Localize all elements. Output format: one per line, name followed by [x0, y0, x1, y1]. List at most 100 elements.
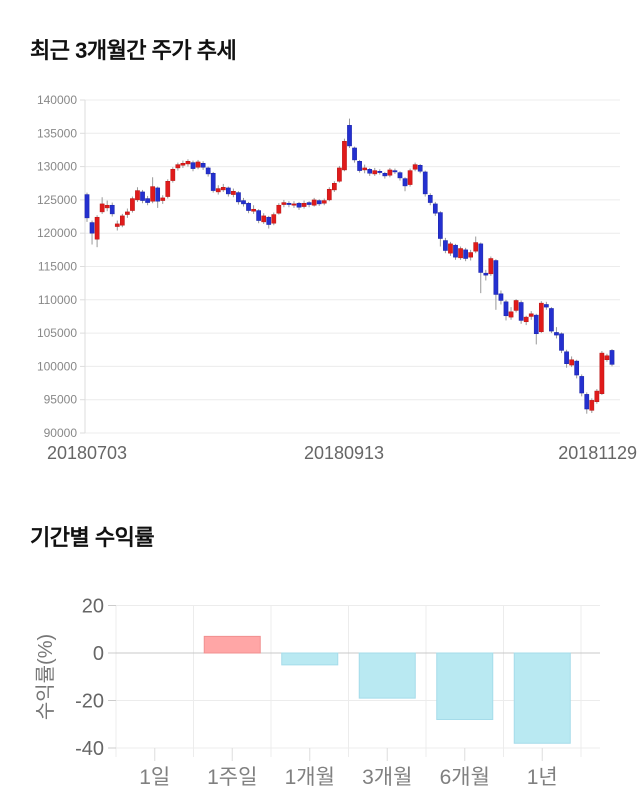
candle-down: [503, 299, 509, 321]
candle-up: [589, 398, 595, 414]
candle-body: [609, 350, 615, 365]
candle-down: [392, 168, 398, 174]
candle-up: [291, 201, 297, 208]
return-bar-negative: [281, 652, 339, 666]
candle-body: [165, 181, 171, 197]
returns-category-label: 1개월: [285, 766, 335, 789]
candle-body: [528, 313, 534, 317]
candle-down: [443, 237, 448, 254]
candle-up: [170, 167, 176, 183]
price-y-tick-label: 130000: [37, 160, 77, 174]
candle-up: [119, 213, 125, 228]
candle-down: [432, 201, 438, 216]
candle-body: [549, 308, 554, 332]
candle-body: [195, 161, 201, 168]
candle-body: [518, 302, 524, 321]
candle-up: [448, 241, 453, 256]
return-bar-negative: [513, 652, 571, 744]
candle-body: [266, 216, 272, 225]
candle-body: [579, 376, 585, 394]
candle-body: [468, 252, 474, 258]
candle-body: [538, 302, 544, 333]
candle-up: [281, 199, 287, 208]
candle-down: [377, 169, 383, 175]
candle-body: [463, 249, 468, 259]
candle-down: [347, 118, 352, 148]
candle-up: [594, 389, 600, 404]
candle-down: [498, 290, 504, 305]
candle-body: [584, 394, 590, 410]
returns-category-label: 3개월: [362, 766, 412, 789]
price-y-tick-label: 120000: [37, 226, 77, 240]
candle-body: [564, 351, 569, 364]
candle-body: [125, 211, 130, 215]
candle-up: [104, 200, 110, 212]
candle-up: [311, 197, 317, 207]
candle-body: [337, 167, 342, 182]
candle-body: [321, 200, 327, 204]
returns-category-label: 1주일: [207, 766, 257, 789]
candle-body: [342, 141, 347, 171]
candle-body: [170, 169, 176, 181]
candle-body: [210, 173, 216, 191]
candle-down: [438, 211, 443, 247]
price-x-tick-label: 20181129: [558, 443, 637, 463]
candle-up: [125, 208, 130, 218]
candle-down: [155, 186, 161, 208]
candle-body: [569, 359, 574, 366]
candle-body: [251, 208, 256, 212]
candle-body: [488, 258, 494, 275]
candle-body: [372, 170, 378, 175]
candle-up: [362, 164, 367, 174]
candle-up: [251, 205, 256, 214]
candle-up: [538, 301, 544, 334]
candle-down: [210, 171, 216, 193]
candle-down: [478, 242, 484, 294]
candle-body: [180, 163, 186, 166]
candle-up: [276, 203, 282, 215]
price-y-tick-label: 105000: [37, 326, 77, 340]
return-bar-negative: [436, 652, 494, 720]
candle-up: [342, 138, 347, 172]
candle-body: [347, 125, 352, 147]
candle-up: [220, 183, 226, 192]
candle-up: [114, 220, 120, 231]
candle-down: [266, 215, 272, 229]
candle-body: [508, 311, 514, 318]
candle-body: [220, 186, 226, 191]
returns-category-label: 1년: [527, 766, 558, 789]
candle-body: [241, 200, 246, 205]
candle-body: [205, 167, 211, 175]
candle-body: [498, 293, 504, 301]
returns-y-tick-label: 0: [93, 643, 104, 665]
candle-body: [422, 171, 428, 195]
candle-body: [357, 161, 362, 171]
returns-y-tick-label: -20: [75, 691, 104, 713]
candle-body: [443, 240, 448, 251]
candle-body: [276, 204, 282, 214]
candle-body: [99, 203, 105, 213]
candle-body: [427, 194, 433, 203]
candle-down: [493, 259, 499, 310]
candle-up: [488, 256, 494, 276]
candle-body: [397, 172, 403, 179]
candle-body: [145, 198, 150, 203]
candle-down: [518, 300, 524, 324]
candle-body: [84, 194, 90, 219]
candle-down: [544, 301, 549, 310]
candle-down: [453, 243, 458, 260]
candle-body: [483, 272, 489, 276]
candle-up: [130, 196, 135, 213]
price-y-tick-label: 110000: [38, 293, 77, 307]
candle-body: [438, 212, 443, 239]
candle-up: [165, 179, 171, 199]
candle-body: [362, 167, 367, 171]
candle-down: [89, 220, 95, 245]
candle-up: [195, 159, 201, 170]
candle-down: [559, 332, 564, 354]
candle-down: [246, 201, 251, 214]
price-candles: [84, 118, 615, 414]
candle-down: [296, 201, 302, 210]
